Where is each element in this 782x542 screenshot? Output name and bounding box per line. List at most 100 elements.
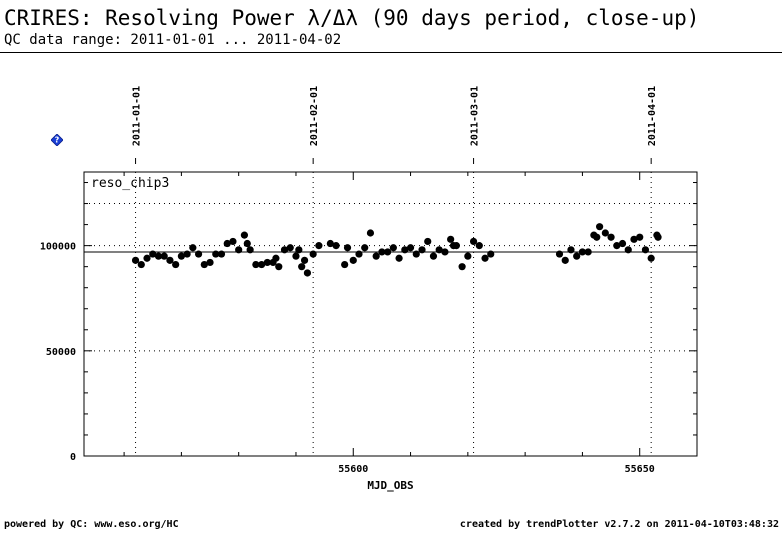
data-point [315, 242, 323, 250]
data-point [263, 258, 271, 267]
data-point [401, 246, 409, 254]
data-point [395, 254, 403, 262]
data-point [596, 223, 604, 231]
data-point [447, 235, 455, 243]
data-point [636, 233, 644, 241]
page-title: CRIRES: Resolving Power λ/Δλ (90 days pe… [4, 6, 700, 30]
data-point [607, 233, 615, 241]
data-point [361, 244, 369, 252]
help-diamond-icon[interactable]: ? [51, 134, 63, 146]
data-point [435, 246, 443, 254]
data-point [246, 246, 254, 254]
header-divider [0, 52, 782, 53]
y-tick-label: 50000 [46, 347, 76, 358]
data-point [343, 244, 352, 252]
data-point [243, 239, 251, 248]
y-tick-label: 0 [70, 452, 76, 463]
data-point [464, 252, 472, 260]
data-point [366, 229, 375, 237]
data-point [183, 250, 191, 258]
data-point [355, 250, 363, 258]
panel-label: reso_chip3 [91, 176, 169, 191]
data-point [212, 250, 220, 258]
data-point [458, 263, 466, 271]
data-point [341, 260, 349, 269]
data-point [613, 242, 621, 250]
data-point [280, 246, 289, 254]
data-point [601, 229, 609, 237]
data-point [452, 242, 460, 250]
data-point [206, 258, 214, 267]
data-point [200, 260, 208, 269]
data-point [641, 246, 650, 254]
axes-layer [83, 158, 698, 457]
data-point [429, 252, 438, 260]
data-point [309, 250, 317, 258]
y-tick-label: 100000 [40, 242, 76, 253]
data-point [194, 250, 203, 258]
plot-frame [83, 171, 698, 457]
data-point [154, 252, 163, 260]
date-marker-label: 2011-03-01 [470, 86, 481, 146]
data-point [272, 254, 280, 262]
x-axis-title: MJD_OBS [367, 479, 413, 492]
data-point [475, 242, 483, 250]
data-point [555, 250, 564, 258]
grid-layer [84, 172, 697, 456]
data-point [406, 244, 415, 252]
data-point [189, 244, 197, 252]
date-marker-label: 2011-04-01 [647, 86, 658, 146]
date-marker-label: 2011-02-01 [309, 86, 320, 146]
data-point [372, 252, 380, 260]
data-point [618, 239, 627, 248]
data-point [295, 246, 303, 254]
data-point [131, 256, 140, 264]
data-point [647, 254, 655, 262]
data-point [654, 233, 662, 241]
data-point [143, 254, 151, 262]
data-point [481, 254, 489, 262]
data-point [300, 256, 309, 264]
data-point [378, 248, 386, 256]
data-point [166, 256, 174, 264]
data-point [229, 237, 237, 246]
data-point [593, 233, 601, 241]
data-point [257, 260, 266, 269]
data-range-subtitle: QC data range: 2011-01-01 ... 2011-04-02 [4, 32, 342, 48]
data-point [275, 263, 283, 271]
x-tick-label: 55650 [625, 464, 655, 475]
data-point [172, 260, 180, 269]
data-point [298, 263, 306, 271]
data-point [177, 252, 185, 260]
data-point [561, 256, 569, 264]
data-point [441, 248, 449, 256]
data-point [332, 242, 340, 250]
labels-layer: 2011-01-01 2011-02-01 2011-03-01 2011-04-01… [40, 86, 658, 492]
data-point [469, 237, 478, 246]
data-point [624, 246, 632, 254]
data-points-layer [131, 223, 662, 277]
data-point [137, 260, 145, 269]
data-point [349, 256, 357, 264]
footer-created-by: created by trendPlotter v2.7.2 on 2011-0… [459, 519, 779, 530]
data-point [160, 252, 168, 260]
data-point [389, 244, 397, 252]
data-point [235, 246, 243, 254]
data-point [578, 248, 587, 256]
data-point [292, 252, 300, 260]
data-point [487, 250, 495, 258]
x-tick-label: 55600 [338, 464, 368, 475]
data-point [286, 244, 294, 252]
data-point [584, 248, 592, 256]
help-glyph: ? [55, 136, 60, 145]
data-point [412, 250, 420, 258]
data-point [217, 250, 226, 258]
data-point [223, 239, 231, 248]
data-point [630, 235, 638, 243]
data-point [326, 239, 334, 248]
date-marker-label: 2011-01-01 [132, 86, 143, 146]
data-point [573, 252, 581, 260]
data-point [418, 246, 426, 254]
data-point [567, 246, 575, 254]
